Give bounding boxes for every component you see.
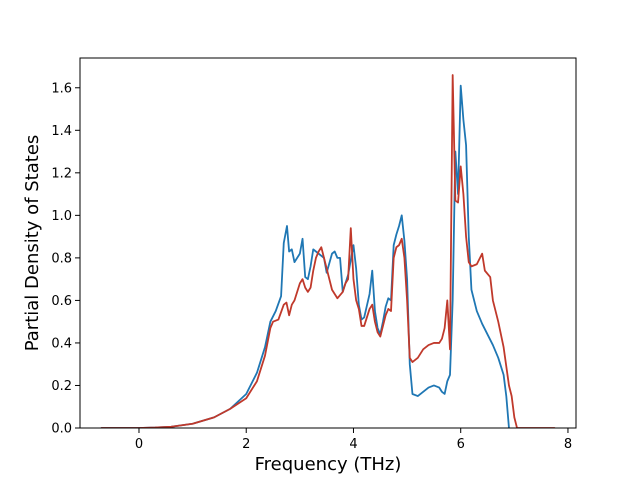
y-tick-label: 1.6 (51, 81, 72, 96)
y-tick-label: 0.8 (51, 251, 72, 266)
series-line-2 (100, 74, 556, 428)
series-layer (100, 74, 556, 428)
x-tick-label: 8 (564, 437, 572, 452)
y-axis-ticks: 0.0 0.2 0.4 0.6 0.8 1.0 1.2 1.4 1.6 (51, 81, 80, 437)
x-tick-label: 6 (457, 437, 465, 452)
x-tick-label: 0 (135, 437, 143, 452)
y-axis-title: Partial Density of States (22, 135, 43, 352)
y-tick-label: 1.2 (51, 166, 72, 181)
y-tick-label: 1.4 (51, 124, 72, 139)
y-tick-label: 0.0 (51, 422, 72, 437)
y-tick-label: 1.0 (51, 209, 72, 224)
y-tick-label: 0.4 (51, 336, 72, 351)
plot-frame (79, 57, 577, 429)
x-tick-label: 4 (349, 437, 357, 452)
x-axis-title: Frequency (THz) (255, 454, 402, 475)
series-line-1 (100, 84, 510, 428)
y-tick-label: 0.6 (51, 294, 72, 309)
x-tick-label: 2 (242, 437, 250, 452)
x-axis-ticks: 0 2 4 6 8 (135, 428, 572, 452)
y-tick-label: 0.2 (51, 379, 72, 394)
